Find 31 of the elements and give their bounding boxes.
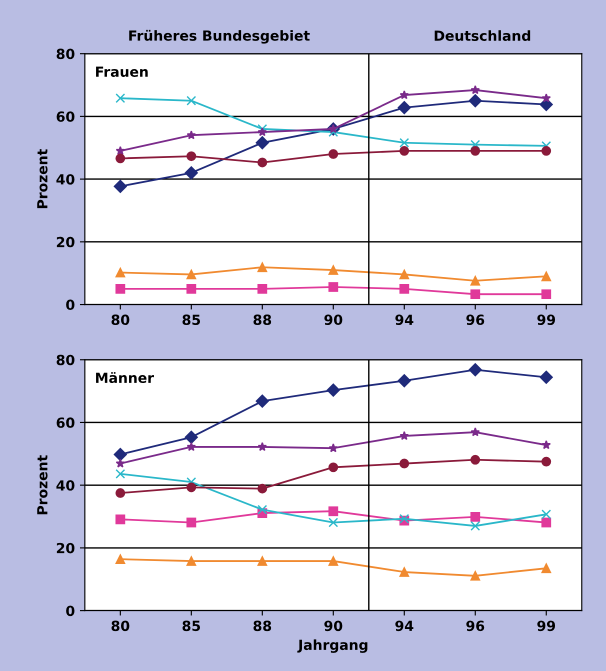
x-axis-title: Jahrgang bbox=[297, 639, 368, 653]
x-tick-label: 96 bbox=[466, 314, 484, 326]
x-tick-label: 80 bbox=[112, 620, 130, 632]
y-tick-label: 40 bbox=[56, 480, 74, 491]
x-tick-label: 96 bbox=[466, 620, 484, 632]
x-tick-label: 99 bbox=[537, 314, 556, 326]
text: Früheres Bundesgebiet bbox=[129, 30, 310, 44]
y-tick-label: 60 bbox=[56, 111, 74, 122]
text: Frauen bbox=[96, 66, 148, 77]
text: Männer bbox=[96, 372, 154, 384]
y-tick-label: 60 bbox=[56, 417, 74, 428]
x-tick-label: 94 bbox=[395, 620, 414, 632]
y-tick-label: 20 bbox=[56, 236, 74, 248]
x-tick-label: 94 bbox=[395, 314, 414, 326]
x-tick-label: 88 bbox=[253, 314, 272, 326]
y-tick-label: 20 bbox=[56, 542, 74, 554]
x-tick-label: 80 bbox=[112, 314, 130, 326]
y-tick-label: 0 bbox=[66, 606, 74, 616]
y-axis-title: Prozent bbox=[37, 149, 48, 208]
y-tick-label: 80 bbox=[56, 48, 74, 60]
y-tick-label: 40 bbox=[56, 174, 74, 185]
x-tick-label: 88 bbox=[253, 620, 272, 632]
x-tick-label: 85 bbox=[182, 314, 200, 326]
x-tick-label: 90 bbox=[324, 314, 342, 326]
x-tick-label: 99 bbox=[537, 620, 556, 632]
x-tick-label: 90 bbox=[324, 620, 342, 632]
text: Deutschland bbox=[434, 30, 530, 41]
x-tick-label: 85 bbox=[182, 620, 200, 632]
y-tick-label: 80 bbox=[56, 354, 74, 366]
y-tick-label: 0 bbox=[66, 300, 74, 310]
y-axis-title: Prozent bbox=[37, 455, 48, 514]
